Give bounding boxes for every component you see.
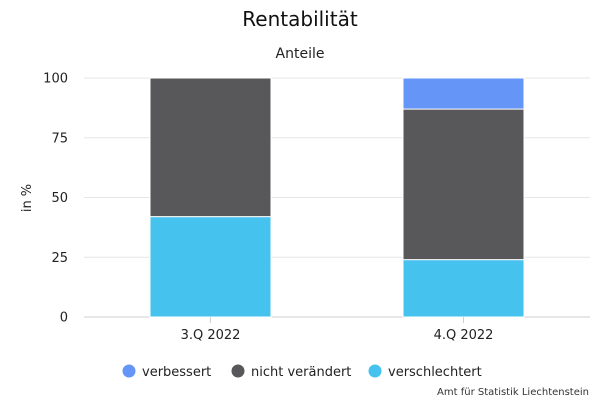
- bar-segment[interactable]: [402, 77, 525, 110]
- y-axis-label: in %: [20, 184, 35, 212]
- legend-marker: [368, 364, 382, 378]
- bar-segment[interactable]: [402, 108, 525, 261]
- y-tick-label: 50: [51, 191, 68, 206]
- x-tick-label: 3.Q 2022: [181, 328, 241, 343]
- credit-text: Amt für Statistik Liechtenstein: [437, 387, 589, 398]
- legend: verbessert nicht verändert verschlechtert: [122, 364, 482, 381]
- legend-marker: [231, 364, 245, 378]
- axes: 3.Q 2022 4.Q 2022: [181, 317, 494, 343]
- x-tick-label: 4.Q 2022: [434, 328, 494, 343]
- legend-item[interactable]: verbessert: [122, 364, 212, 381]
- bar-segment[interactable]: [402, 259, 525, 318]
- bars: [149, 77, 525, 318]
- legend-item[interactable]: verschlechtert: [368, 364, 482, 381]
- legend-label: verschlechtert: [388, 365, 482, 380]
- y-tick-label: 100: [43, 72, 68, 87]
- legend-label: nicht verändert: [251, 365, 351, 380]
- chart-subtitle: Anteile: [276, 46, 325, 62]
- bar-segment[interactable]: [149, 216, 272, 318]
- legend-label: verbessert: [142, 365, 211, 380]
- bar-segment[interactable]: [149, 77, 272, 218]
- legend-item[interactable]: nicht verändert: [231, 364, 352, 381]
- y-tick-label: 25: [51, 251, 68, 266]
- y-tick-label: 75: [51, 131, 68, 146]
- chart-title: Rentabilität: [242, 7, 358, 31]
- legend-marker: [122, 364, 136, 378]
- y-tick-label: 0: [60, 311, 68, 326]
